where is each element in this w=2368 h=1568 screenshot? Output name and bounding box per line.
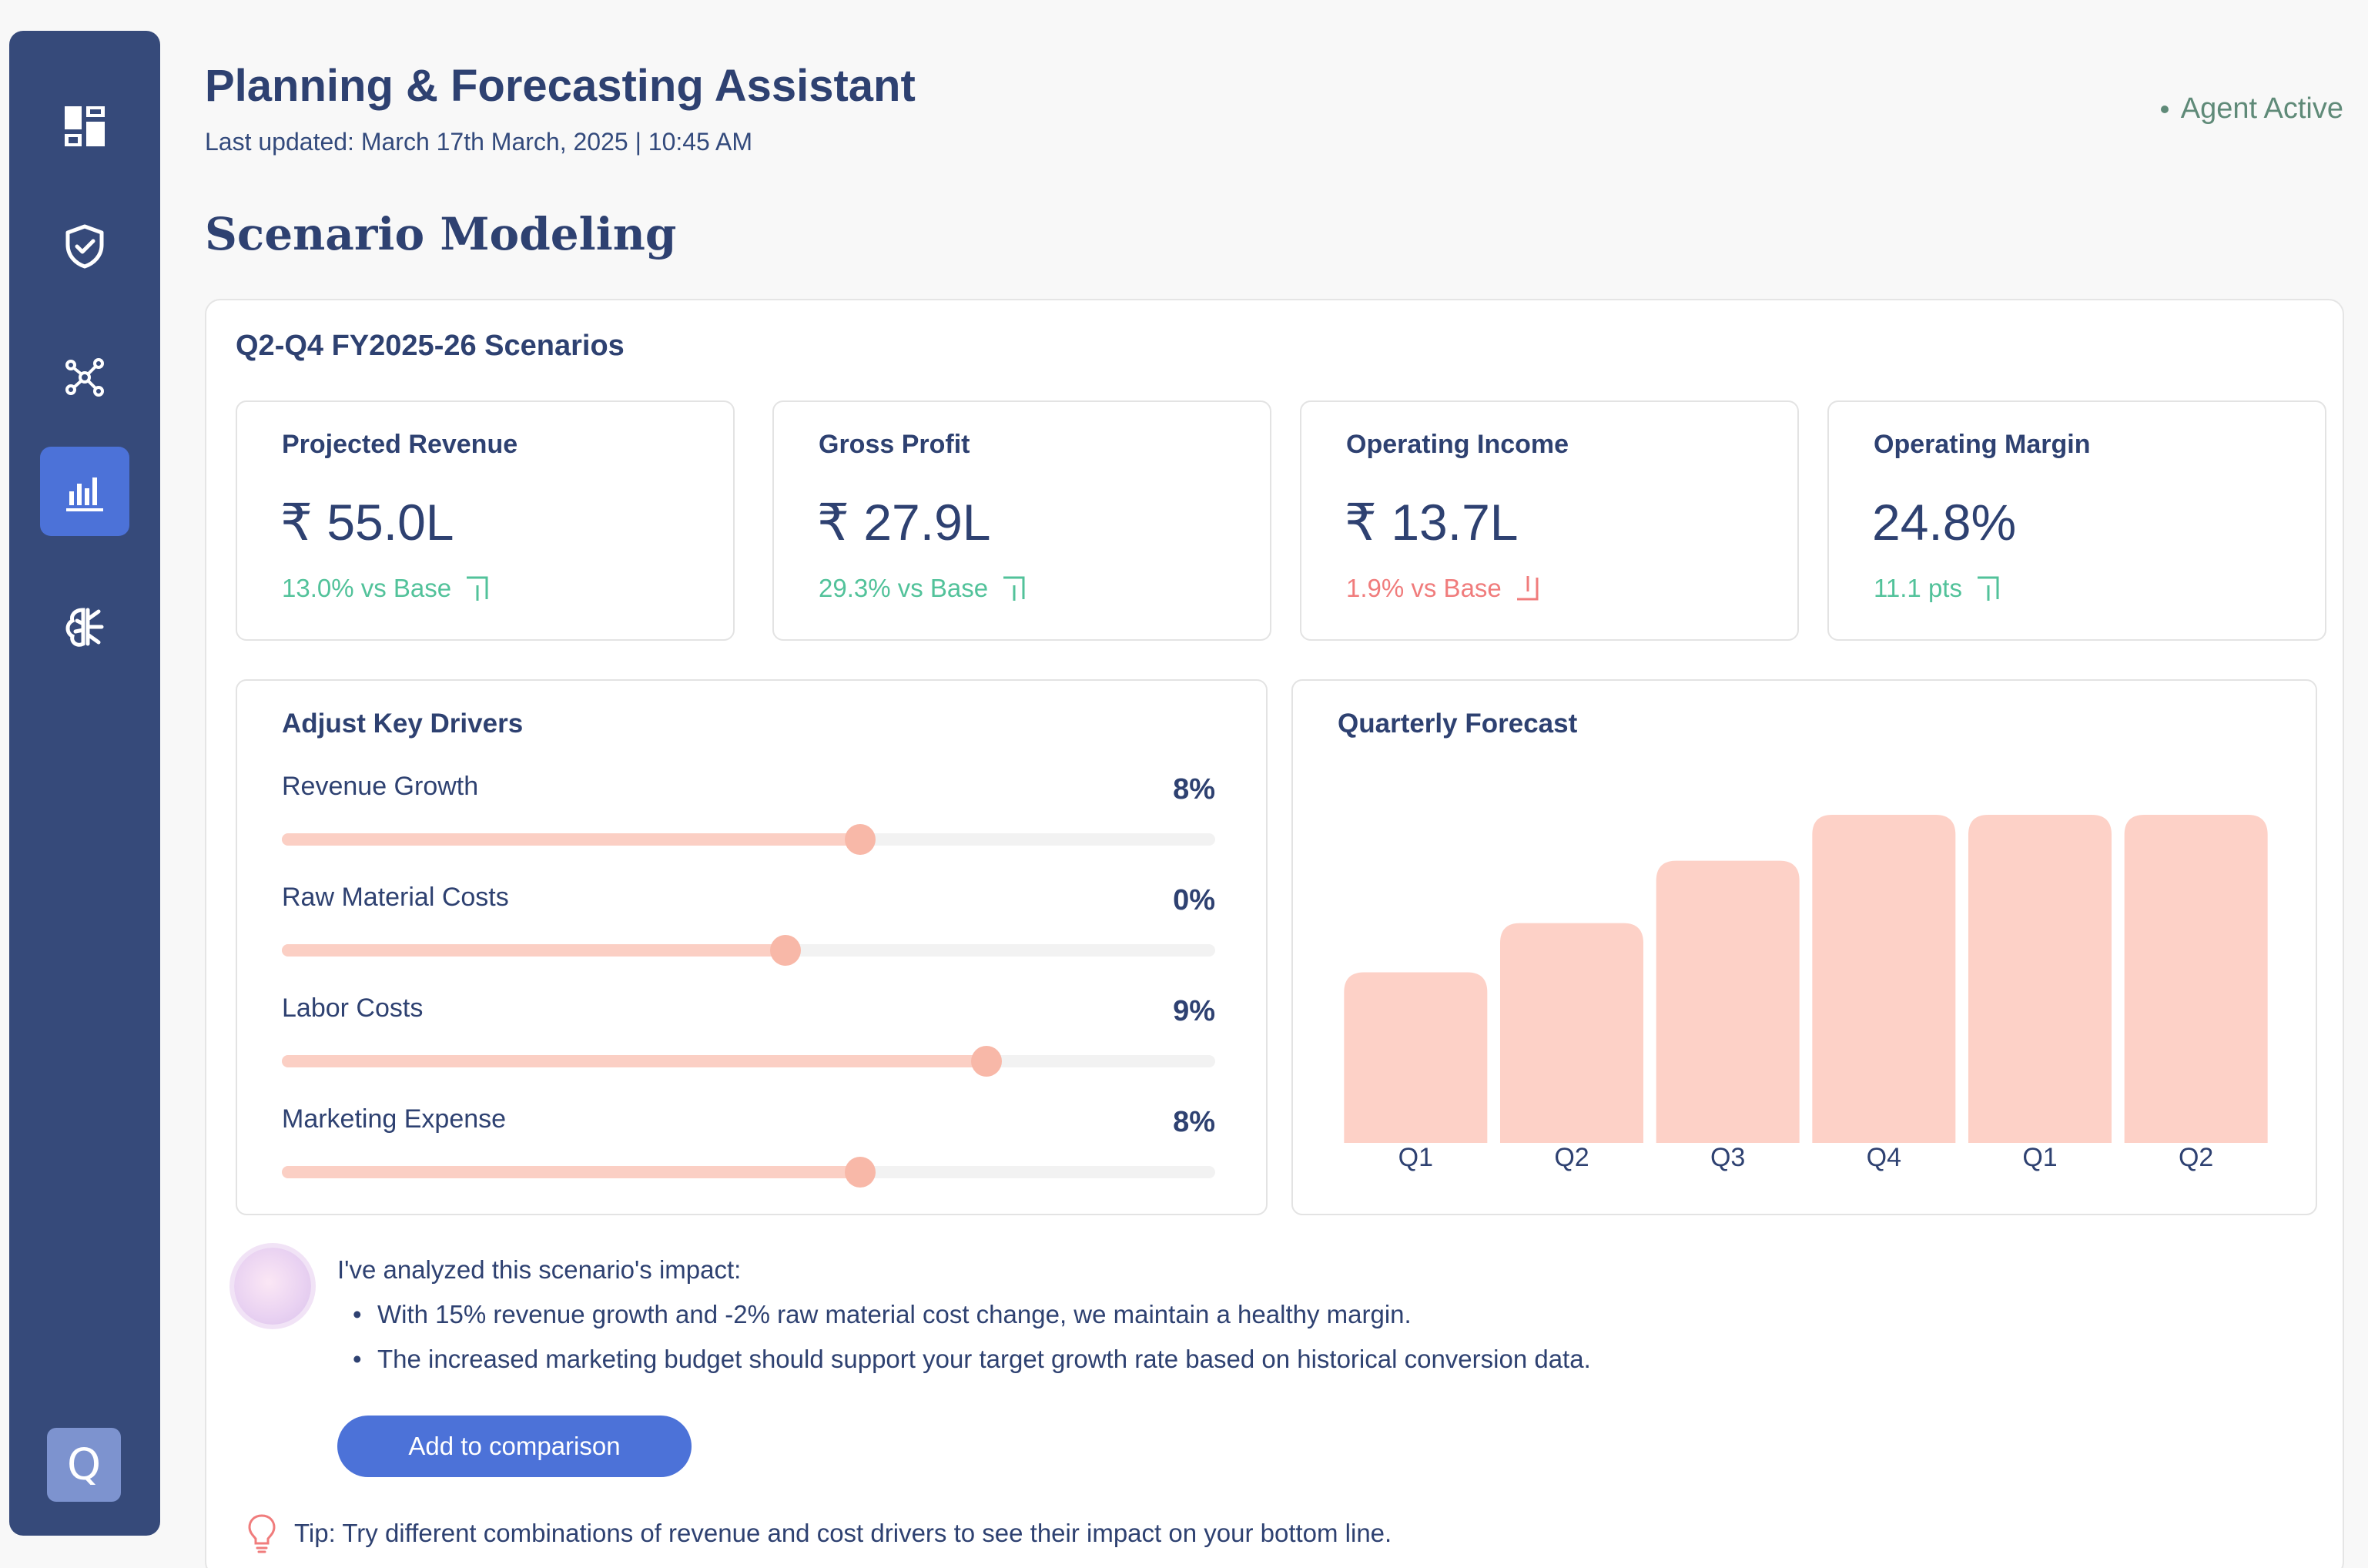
tip-text: Tip: Try different combinations of reven…	[294, 1519, 1392, 1547]
agent-message-point: With 15% revenue growth and -2% raw mate…	[353, 1300, 1591, 1345]
sidebar-item-ai[interactable]	[40, 582, 129, 672]
forecast-title: Quarterly Forecast	[1338, 709, 1578, 739]
sidebar-item-security[interactable]	[40, 202, 129, 291]
driver-label: Revenue Growth	[282, 772, 479, 801]
kpi-value: 24.8%	[1872, 494, 2017, 551]
trend-down-icon	[1516, 576, 1539, 601]
trend-up-icon	[1003, 576, 1025, 601]
driver-value: 8%	[1173, 773, 1215, 806]
forecast-bar	[1812, 815, 1956, 1143]
slider-track[interactable]	[282, 935, 1215, 966]
kpi-change-text: 1.9% vs Base	[1346, 574, 1502, 602]
last-updated: Last updated: March 17th March, 2025 | 1…	[205, 128, 752, 156]
forecast-card: Quarterly Forecast Q1 Q2 Q3 Q4 Q1 Q2	[1291, 679, 2317, 1215]
x-tick-label: Q2	[1554, 1143, 1589, 1172]
profile-button[interactable]: Q	[47, 1428, 121, 1502]
kpi-card-gross-profit: Gross Profit ₹ 27.9L 29.3% vs Base	[772, 400, 1271, 641]
kpi-label: Gross Profit	[819, 430, 970, 459]
panel-title: Q2-Q4 FY2025-26 Scenarios	[236, 330, 625, 362]
slider-fill	[282, 1055, 987, 1067]
driver-value: 0%	[1173, 884, 1215, 916]
brain-icon	[65, 608, 104, 647]
kpi-card-operating-margin: Operating Margin 24.8% 11.1 pts	[1827, 400, 2326, 641]
slider-fill	[282, 1166, 861, 1178]
kpi-change-text: 13.0% vs Base	[282, 574, 452, 602]
kpi-change: 1.9% vs Base	[1346, 573, 1543, 604]
driver-labor-costs: Labor Costs 9%	[282, 993, 1215, 1094]
forecast-bar	[1344, 972, 1488, 1143]
x-tick-label: Q3	[1710, 1143, 1746, 1172]
kpi-label: Operating Income	[1346, 430, 1569, 459]
kpi-card-projected-revenue: Projected Revenue ₹ 55.0L 13.0% vs Base	[236, 400, 735, 641]
sidebar: Q	[9, 31, 160, 1536]
section-title: Scenario Modeling	[205, 208, 677, 260]
kpi-change: 11.1 pts	[1874, 573, 2004, 604]
slider-fill	[282, 944, 786, 957]
shield-check-icon	[65, 224, 104, 269]
slider-thumb[interactable]	[770, 935, 802, 966]
scenario-panel: Q2-Q4 FY2025-26 Scenarios Projected Reve…	[205, 299, 2344, 1568]
trend-up-icon	[467, 576, 488, 601]
add-to-comparison-button[interactable]: Add to comparison	[337, 1416, 692, 1477]
dashboard-icon	[65, 106, 105, 146]
kpi-change: 29.3% vs Base	[819, 573, 1030, 604]
profile-initial: Q	[66, 1439, 102, 1490]
driver-raw-material-costs: Raw Material Costs 0%	[282, 883, 1215, 983]
x-tick-label: Q1	[2022, 1143, 2058, 1172]
trend-up-icon	[1977, 576, 1999, 601]
kpi-card-operating-income: Operating Income ₹ 13.7L 1.9% vs Base	[1300, 400, 1799, 641]
slider-thumb[interactable]	[845, 824, 876, 855]
agent-message-points: With 15% revenue growth and -2% raw mate…	[353, 1300, 1591, 1389]
agent-message-intro: I've analyzed this scenario's impact:	[337, 1255, 742, 1284]
agent-message-point: The increased marketing budget should su…	[353, 1345, 1591, 1389]
forecast-bar	[1968, 815, 2112, 1143]
driver-value: 9%	[1173, 995, 1215, 1027]
slider-thumb[interactable]	[971, 1046, 1003, 1077]
kpi-label: Operating Margin	[1874, 430, 2091, 459]
driver-label: Labor Costs	[282, 993, 424, 1023]
kpi-change: 13.0% vs Base	[282, 573, 493, 604]
tip: Tip: Try different combinations of reven…	[245, 1513, 1392, 1554]
driver-marketing-expense: Marketing Expense 8%	[282, 1104, 1215, 1204]
x-tick-label: Q1	[1398, 1143, 1433, 1172]
kpi-value: ₹ 55.0L	[280, 494, 454, 551]
forecast-bar	[2124, 815, 2268, 1143]
kpi-change-text: 11.1 pts	[1874, 574, 1962, 602]
driver-label: Raw Material Costs	[282, 883, 509, 912]
driver-revenue-growth: Revenue Growth 8%	[282, 772, 1215, 872]
app-title: Planning & Forecasting Assistant	[205, 61, 916, 111]
slider-track[interactable]	[282, 1046, 1215, 1077]
driver-label: Marketing Expense	[282, 1104, 507, 1134]
drivers-title: Adjust Key Drivers	[282, 709, 524, 739]
status-dot-icon	[2160, 105, 2169, 113]
slider-track[interactable]	[282, 824, 1215, 855]
network-icon	[65, 358, 104, 397]
kpi-value: ₹ 27.9L	[817, 494, 991, 551]
sidebar-item-dashboard[interactable]	[40, 82, 129, 171]
forecast-bar	[1656, 860, 1800, 1143]
kpi-label: Projected Revenue	[282, 430, 518, 459]
slider-track[interactable]	[282, 1157, 1215, 1188]
drivers-card: Adjust Key Drivers Revenue Growth 8% Raw…	[236, 679, 1268, 1215]
sidebar-item-analytics[interactable]	[40, 447, 129, 536]
bar-chart-icon	[66, 477, 103, 511]
forecast-chart	[1344, 815, 2268, 1143]
kpi-value: ₹ 13.7L	[1345, 494, 1519, 551]
slider-fill	[282, 833, 861, 846]
kpi-change-text: 29.3% vs Base	[819, 574, 989, 602]
agent-status: Agent Active	[2160, 92, 2343, 126]
sidebar-item-network[interactable]	[40, 333, 129, 422]
add-to-comparison-label: Add to comparison	[408, 1432, 621, 1460]
driver-value: 8%	[1173, 1106, 1215, 1138]
agent-status-label: Agent Active	[2180, 92, 2343, 125]
agent-avatar	[234, 1248, 311, 1325]
forecast-bar	[1500, 923, 1643, 1143]
lightbulb-icon	[248, 1514, 276, 1553]
x-tick-label: Q2	[2178, 1143, 2214, 1172]
x-tick-label: Q4	[1866, 1143, 1901, 1172]
slider-thumb[interactable]	[845, 1157, 876, 1188]
